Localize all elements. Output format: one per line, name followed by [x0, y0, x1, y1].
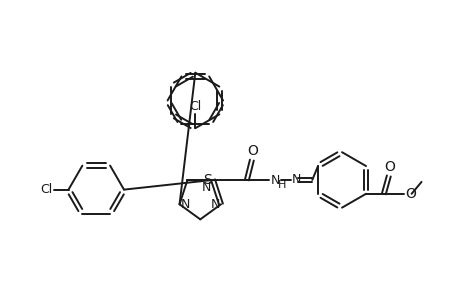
- Text: N: N: [270, 174, 280, 188]
- Text: N: N: [210, 198, 219, 211]
- Text: Cl: Cl: [40, 183, 52, 196]
- Text: S: S: [202, 173, 211, 187]
- Text: O: O: [405, 187, 416, 201]
- Text: H: H: [277, 180, 285, 190]
- Text: O: O: [247, 144, 258, 158]
- Text: O: O: [384, 160, 394, 174]
- Text: N: N: [202, 181, 211, 194]
- Text: N: N: [180, 198, 190, 211]
- Text: Cl: Cl: [189, 100, 201, 113]
- Text: N: N: [291, 173, 300, 186]
